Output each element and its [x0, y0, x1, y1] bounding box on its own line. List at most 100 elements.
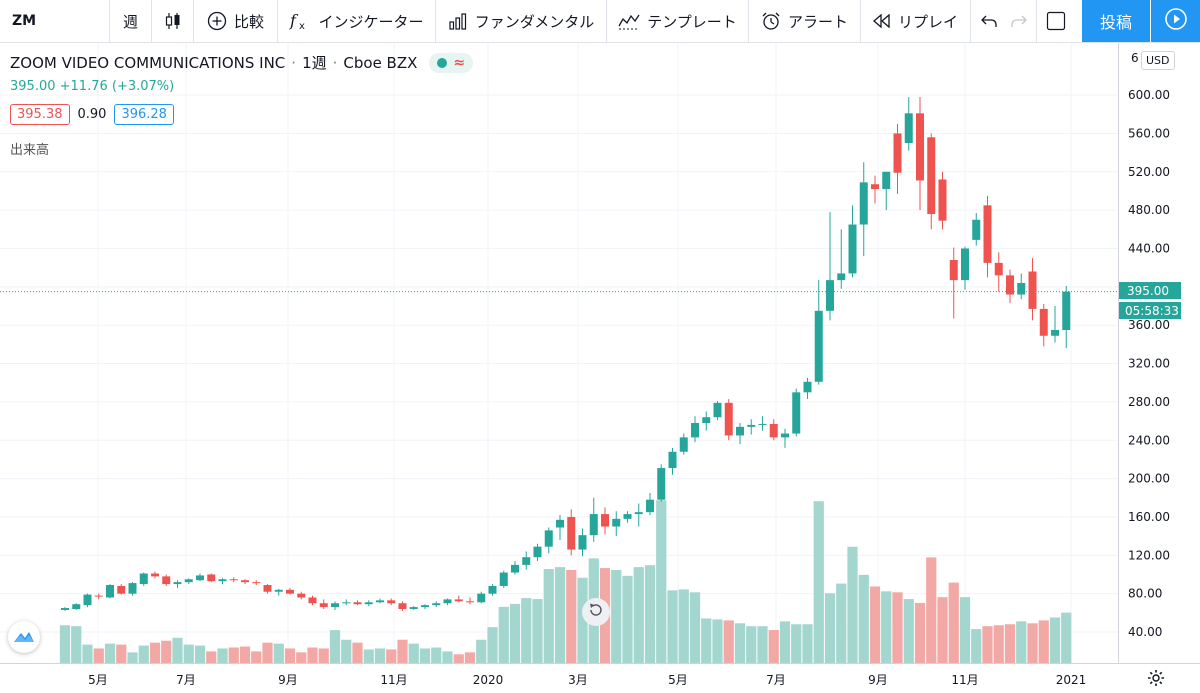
candle-body [949, 260, 958, 281]
candle-body [364, 602, 373, 605]
currency-badge[interactable]: USD [1141, 51, 1175, 70]
candle-body [859, 182, 868, 225]
symbol-search-button[interactable]: ZM [0, 0, 110, 42]
price-axis-top-partial: 6 [1131, 51, 1139, 65]
candle-body [589, 514, 598, 536]
bid-price[interactable]: 395.38 [10, 104, 70, 125]
volume-bar [194, 645, 206, 663]
candle-body [139, 573, 148, 585]
candle-body [376, 600, 384, 603]
volume-bar [914, 602, 926, 663]
candle-body [927, 137, 936, 214]
chart-style-button[interactable] [152, 0, 194, 42]
templates-label: テンプレート [647, 12, 737, 31]
candle-body [938, 179, 947, 221]
volume-bar [498, 606, 509, 663]
volume-bar [723, 620, 734, 663]
candle-body [511, 564, 519, 573]
candle-body [544, 530, 553, 547]
svg-text:f: f [289, 11, 299, 30]
redo-icon[interactable] [1010, 14, 1027, 28]
candle-body [286, 589, 294, 594]
candle-body [646, 499, 654, 513]
candle-body [916, 113, 924, 181]
replay-button[interactable]: リプレイ [861, 0, 971, 42]
volume-bar [217, 648, 228, 663]
candle-body [331, 603, 339, 608]
market-status-pill[interactable]: ≈ [429, 52, 474, 73]
alert-label: アラート [787, 12, 848, 31]
volume-bar [644, 565, 656, 663]
candle-body [297, 593, 306, 598]
plus-circle-icon [207, 11, 227, 31]
candle-body [173, 582, 182, 585]
candle-body [499, 572, 508, 586]
time-tick-label: 9月 [278, 673, 298, 687]
countdown-tag: 05:58:33 [1125, 304, 1179, 318]
templates-button[interactable]: テンプレート [607, 0, 749, 42]
candle-body [466, 601, 474, 603]
price-chart[interactable]: 600.00560.00520.00480.00440.00400.00360.… [0, 43, 1200, 693]
price-axis[interactable]: 600.00560.00520.00480.00440.00400.00360.… [1128, 88, 1170, 639]
volume-bar [937, 597, 948, 663]
volume-bar [543, 569, 554, 663]
volume-bar [138, 645, 149, 663]
volume-bar [633, 567, 644, 663]
publish-button[interactable]: 投稿 [1082, 0, 1150, 42]
volume-bar [746, 626, 757, 663]
candle-body [668, 451, 677, 469]
candle-body [601, 514, 609, 527]
volume-bar [948, 582, 959, 663]
play-button[interactable] [1151, 0, 1200, 42]
candle-body [556, 519, 564, 528]
volume-bar [532, 599, 543, 663]
chart-settings-button[interactable] [1146, 668, 1166, 692]
candle-body [184, 579, 193, 583]
volume-bar [93, 648, 104, 663]
last-price: 395.00 [10, 79, 56, 94]
reset-chart-button[interactable] [582, 598, 610, 626]
chart-legend: ZOOM VIDEO COMMUNICATIONS INC · 1週 · Cbo… [10, 52, 474, 73]
volume-bar [149, 642, 161, 663]
compare-button[interactable]: 比較 [194, 0, 278, 42]
volume-bar [858, 574, 869, 663]
instrument-title[interactable]: ZOOM VIDEO COMMUNICATIONS INC [10, 53, 286, 72]
candle-body [1062, 291, 1071, 330]
candle-body [61, 608, 69, 610]
candle-body [578, 535, 587, 550]
volume-bar [678, 589, 689, 663]
candle-body [409, 607, 418, 609]
ask-price[interactable]: 396.28 [114, 104, 174, 125]
volume-bar [779, 621, 791, 663]
volume-bar [847, 546, 858, 663]
volume-bar [251, 651, 262, 663]
volume-label[interactable]: 出来高 [10, 143, 50, 158]
time-tick-label: 2021 [1056, 673, 1087, 687]
volume-bar [408, 643, 419, 663]
volume-bar [1004, 624, 1016, 663]
fundamentals-button[interactable]: ファンダメンタル [436, 0, 607, 42]
candle-body [1017, 283, 1026, 295]
volume-bar [419, 648, 431, 663]
time-axis[interactable]: 5月 7月 9月 11月 2020 3月 5月 7月 9月 11月 2021 [88, 673, 1086, 687]
volume-bars [59, 500, 1072, 663]
interval-button[interactable]: 週 [110, 0, 152, 42]
candle-body [994, 262, 1003, 276]
market-open-icon [437, 57, 448, 68]
candle-body [972, 219, 981, 240]
legend-interval: 1週 [302, 54, 327, 72]
volume-bar [881, 591, 892, 663]
layout-button[interactable] [1037, 0, 1075, 42]
candle-body [826, 280, 834, 311]
symbol-label: ZM [12, 13, 37, 29]
candle-body [229, 579, 238, 581]
candle-body [196, 575, 204, 581]
volume-bar [903, 599, 914, 663]
tradingview-logo[interactable] [8, 621, 40, 653]
undo-icon[interactable] [980, 14, 997, 28]
alert-button[interactable]: アラート [749, 0, 861, 42]
price-tick-label: 240.00 [1128, 433, 1170, 447]
candle-body [1028, 271, 1037, 309]
